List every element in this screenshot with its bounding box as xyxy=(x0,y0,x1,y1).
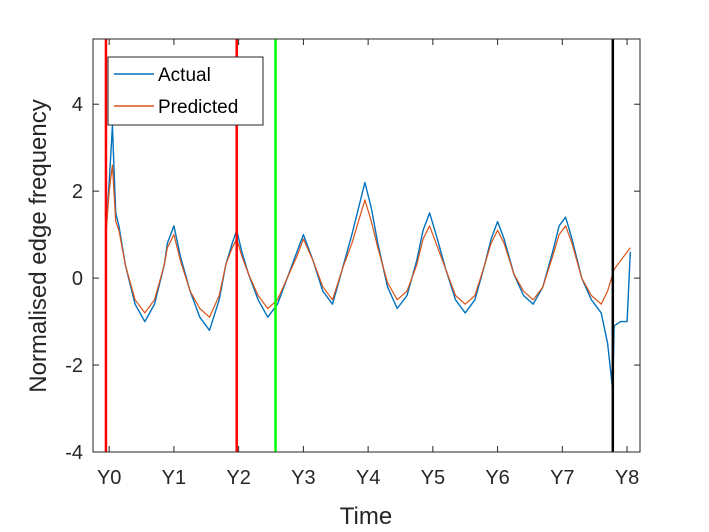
series-layer xyxy=(105,125,631,392)
y-axis-label: Normalised edge frequency xyxy=(25,99,52,393)
y-tick-label-0: 0 xyxy=(72,268,83,290)
series-line-actual xyxy=(105,125,631,392)
axes-box xyxy=(92,38,641,453)
x-tick-label-y1: Y1 xyxy=(162,467,186,489)
legend-box xyxy=(107,56,264,126)
x-tick-label-y3: Y3 xyxy=(291,467,315,489)
x-tick-label-y0: Y0 xyxy=(97,467,121,489)
y-tick-label-neg4: -4 xyxy=(65,442,83,464)
series-line-predicted xyxy=(105,164,631,318)
x-tick-label-y4: Y4 xyxy=(356,467,380,489)
legend-label-predicted: Predicted xyxy=(158,97,238,118)
x-tick-label-y5: Y5 xyxy=(421,467,445,489)
y-tick-label-neg2: -2 xyxy=(65,355,83,377)
legend: Actual Predicted xyxy=(107,56,264,126)
y-tick-label-4: 4 xyxy=(72,94,83,116)
x-tick-label-y2: Y2 xyxy=(226,467,250,489)
x-tick-label-y8: Y8 xyxy=(615,467,639,489)
x-axis-ticks: Y0 Y1 Y2 Y3 Y4 Y5 Y6 Y7 Y8 xyxy=(97,39,639,489)
x-tick-label-y7: Y7 xyxy=(550,467,574,489)
y-tick-label-2: 2 xyxy=(72,181,83,203)
x-axis-label: Time xyxy=(340,503,392,530)
legend-label-actual: Actual xyxy=(158,65,211,86)
y-axis-ticks: -4 -2 0 2 4 xyxy=(65,94,640,464)
x-tick-label-y6: Y6 xyxy=(485,467,509,489)
